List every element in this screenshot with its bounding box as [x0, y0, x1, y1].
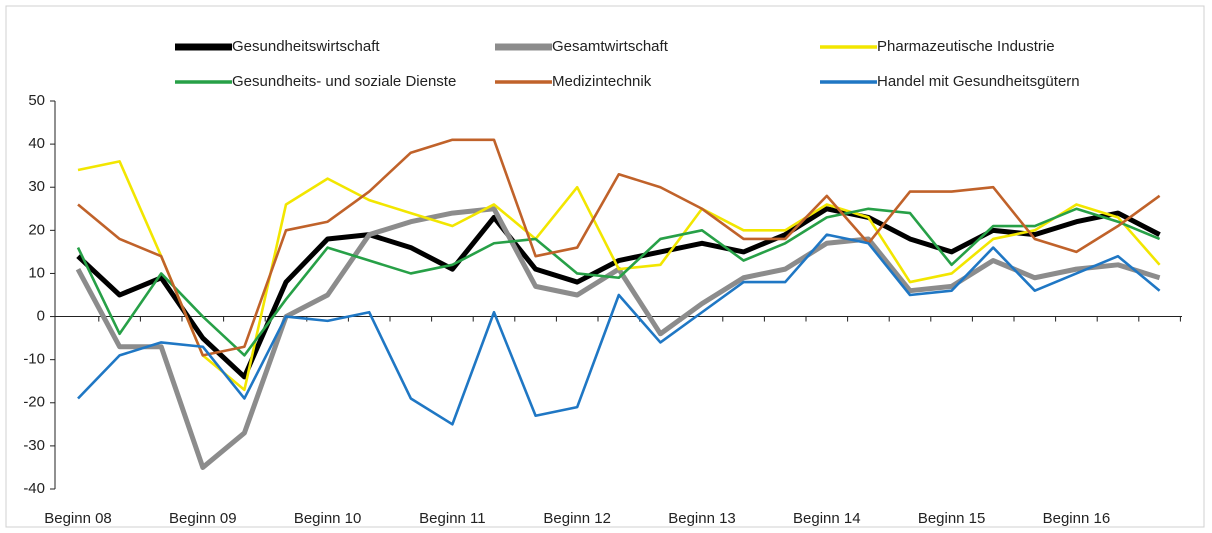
series-line	[76, 207, 1161, 357]
series-line	[77, 233, 1161, 426]
legend-label: Pharmazeutische Industrie	[877, 38, 1055, 55]
y-tick-label: -30	[23, 437, 45, 454]
series-line	[77, 138, 1161, 357]
legend-label: Medizintechnik	[552, 73, 652, 90]
x-tick-label: Beginn 09	[169, 510, 237, 527]
y-tick-label: 30	[28, 178, 45, 195]
x-tick-label: Beginn 14	[793, 510, 861, 527]
legend-label: Gesundheitswirtschaft	[232, 38, 380, 55]
y-tick-label: 0	[37, 308, 45, 325]
y-tick-label: 50	[28, 92, 45, 109]
legend-label: Handel mit Gesundheitsgütern	[877, 73, 1080, 90]
y-tick-label: 10	[28, 264, 45, 281]
y-tick-label: -40	[23, 480, 45, 497]
x-tick-label: Beginn 10	[294, 510, 362, 527]
legend-label: Gesamtwirtschaft	[552, 38, 669, 55]
legend-label: Gesundheits- und soziale Dienste	[232, 73, 456, 90]
y-tick-label: 20	[28, 221, 45, 238]
x-tick-label: Beginn 13	[668, 510, 736, 527]
y-tick-label: -20	[23, 394, 45, 411]
series-line	[77, 160, 1161, 392]
series-line	[75, 206, 1161, 470]
y-tick-label: -10	[23, 351, 45, 368]
x-tick-label: Beginn 11	[419, 510, 485, 527]
chart-border	[5, 5, 1205, 528]
x-tick-label: Beginn 16	[1043, 510, 1111, 527]
y-tick-label: 40	[28, 135, 45, 152]
x-tick-label: Beginn 12	[543, 510, 611, 527]
x-tick-label: Beginn 15	[918, 510, 986, 527]
x-tick-label: Beginn 08	[44, 510, 112, 527]
